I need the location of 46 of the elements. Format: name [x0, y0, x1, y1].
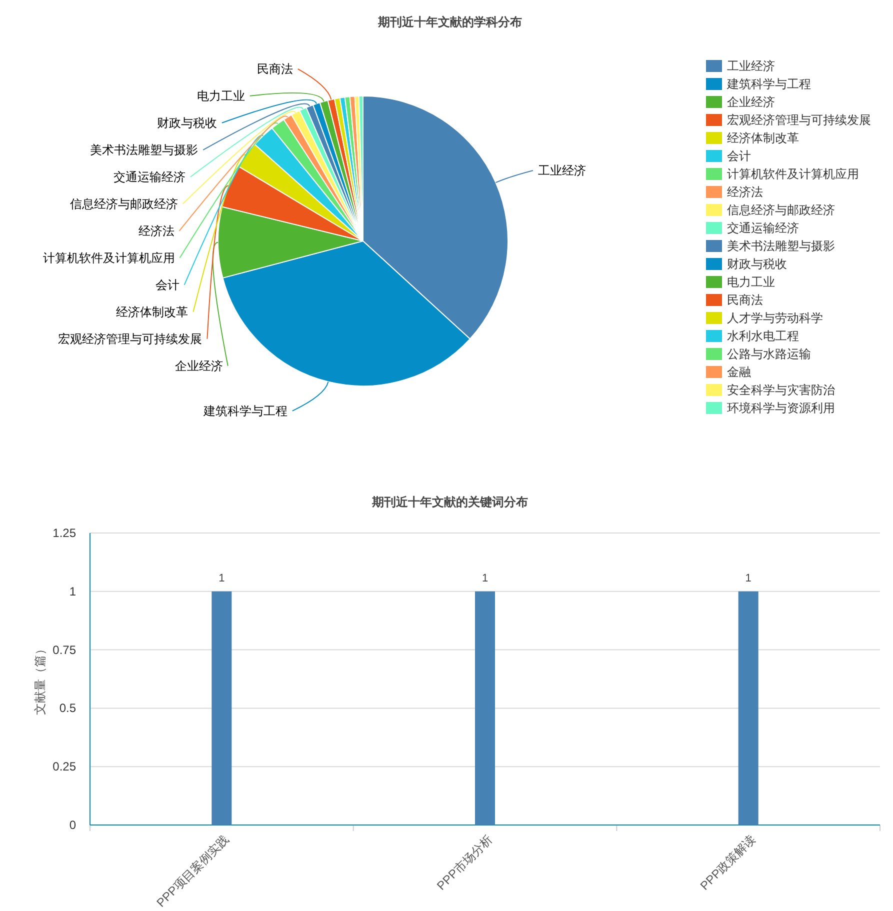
legend-label: 安全科学与灾害防治 [727, 383, 835, 397]
legend-label: 经济法 [727, 185, 763, 199]
data-label: 1 [482, 572, 488, 584]
y-tick-label: 0.5 [59, 701, 76, 716]
legend-label: 人才学与劳动科学 [727, 311, 823, 325]
slice-label: 信息经济与邮政经济 [70, 196, 178, 211]
slice-label: 工业经济 [538, 163, 586, 178]
y-tick-label: 0.75 [52, 642, 76, 657]
slice-label: 企业经济 [174, 358, 223, 373]
slice-label: 民商法 [256, 62, 293, 76]
legend-label: 电力工业 [727, 275, 775, 289]
chart-title: 期刊近十年文献的关键词分布 [371, 495, 528, 509]
slice-label: 计算机软件及计算机应用 [42, 250, 175, 265]
legend-label: 公路与水路运输 [727, 347, 811, 361]
legend-label: 交通运输经济 [727, 221, 799, 235]
y-tick-label: 0 [69, 818, 76, 832]
legend-label: 宏观经济管理与可持续发展 [727, 113, 871, 127]
slice-label: 会计 [155, 278, 180, 292]
slice-label: 财政与税收 [156, 116, 217, 130]
legend-label: 建筑科学与工程 [726, 77, 811, 91]
legend-label: 美术书法雕塑与摄影 [727, 239, 835, 253]
data-label: 1 [218, 572, 225, 584]
slice-label: 经济体制改革 [116, 304, 188, 319]
legend-label: 会计 [727, 149, 751, 163]
data-label: 1 [745, 572, 752, 584]
legend-label: 计算机软件及计算机应用 [727, 167, 859, 181]
legend-label: 信息经济与邮政经济 [727, 203, 835, 217]
slice-label: 电力工业 [196, 88, 245, 103]
legend-label: 经济体制改革 [727, 131, 799, 145]
slice-label: 宏观经济管理与可持续发展 [58, 332, 202, 346]
y-tick-label: 0.25 [52, 760, 76, 774]
legend-label: 企业经济 [727, 95, 775, 109]
legend-label: 工业经济 [727, 59, 775, 73]
slice-label: 经济法 [138, 224, 174, 238]
legend-label: 民商法 [727, 293, 763, 307]
legend-label: 财政与税收 [727, 257, 787, 271]
chart-title: 期刊近十年文献的学科分布 [377, 15, 522, 29]
y-tick-label: 1 [69, 584, 76, 598]
slice-label: 建筑科学与工程 [202, 404, 288, 418]
legend-label: 金融 [727, 365, 751, 379]
y-tick-label: 1.25 [52, 526, 76, 540]
slice-label: 交通运输经济 [114, 170, 186, 184]
legend-label: 水利水电工程 [727, 329, 799, 343]
legend-label: 环境科学与资源利用 [727, 401, 835, 415]
slice-label: 美术书法雕塑与摄影 [90, 142, 198, 157]
y-axis-title: 文献量（篇） [33, 643, 47, 715]
